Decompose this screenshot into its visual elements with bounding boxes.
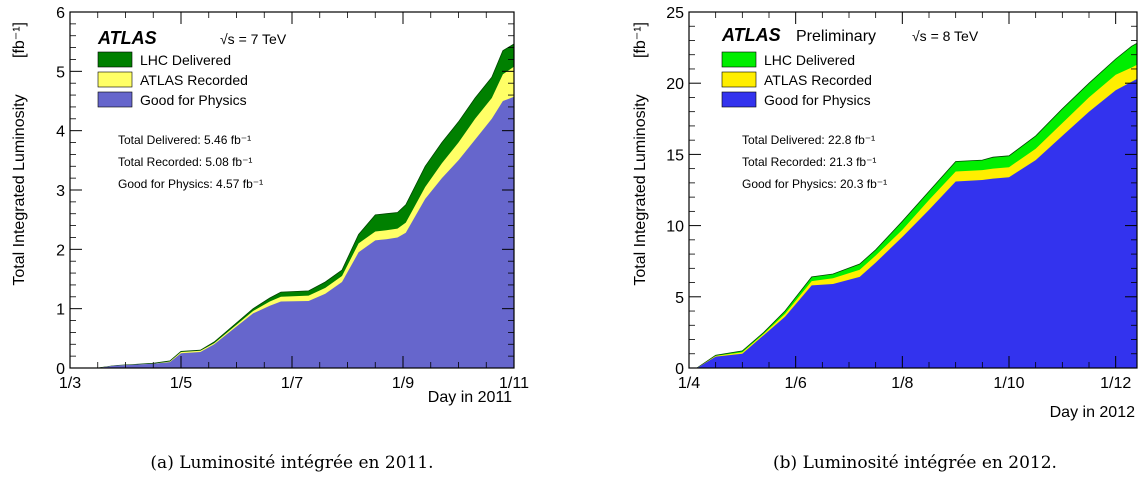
x-tick-label-2011: 1/5 <box>170 375 192 392</box>
y-tick-label-2011: 5 <box>56 64 65 81</box>
x-tick-label-2012: 1/4 <box>678 375 700 392</box>
legend-label-good: Good for Physics <box>764 92 871 108</box>
total-delivered-2011: Total Delivered: 5.46 fb⁻¹ <box>118 133 251 147</box>
y-axis-unit-2012: [fb⁻¹] <box>632 22 649 58</box>
legend-label-recorded: ATLAS Recorded <box>140 72 248 88</box>
legend-swatch-good <box>97 91 133 108</box>
y-tick-label-2011: 1 <box>56 302 65 319</box>
y-tick-label-2012: 15 <box>666 147 684 164</box>
y-tick-label-2012: 5 <box>675 290 684 307</box>
legend-2012: LHC Delivered ATLAS Recorded Good for Ph… <box>721 51 872 108</box>
legend-label-good: Good for Physics <box>140 92 247 108</box>
x-tick-label-2011: 1/7 <box>281 375 303 392</box>
x-tick-label-2012: 1/8 <box>891 375 913 392</box>
y-axis-unit-2011: [fb⁻¹] <box>11 22 28 58</box>
legend-label-recorded: ATLAS Recorded <box>764 72 872 88</box>
y-tick-label-2011: 6 <box>56 5 65 22</box>
y-axis-label-2012: Total Integrated Luminosity <box>632 94 649 285</box>
x-axis-label-2011: Day in 2011 <box>428 389 512 406</box>
legend-swatch-recorded <box>97 71 133 88</box>
y-axis-label-2011: Total Integrated Luminosity <box>11 94 28 285</box>
caption-2011: (a) Luminosité intégrée en 2011. <box>150 453 433 473</box>
preliminary-label-2012: Preliminary <box>796 28 876 45</box>
total-recorded-2012: Total Recorded: 21.3 fb⁻¹ <box>742 155 876 169</box>
y-tick-label-2012: 25 <box>666 5 684 22</box>
x-tick-label-2011: 1/11 <box>499 375 529 392</box>
total-recorded-2011: Total Recorded: 5.08 fb⁻¹ <box>118 155 252 169</box>
totals-2012: Total Delivered: 22.8 fb⁻¹ Total Recorde… <box>742 133 887 191</box>
legend-swatch-delivered <box>721 51 757 68</box>
legend-2011: LHC Delivered ATLAS Recorded Good for Ph… <box>97 51 248 108</box>
y-tick-label-2012: 20 <box>666 76 684 93</box>
x-tick-label-2012: 1/6 <box>785 375 807 392</box>
area-good-2011 <box>97 96 515 369</box>
y-tick-label-2012: 10 <box>666 219 684 236</box>
plot-area-2011 <box>97 43 515 369</box>
plot-frame-2012 <box>688 11 1138 369</box>
legend-label-delivered: LHC Delivered <box>140 52 231 68</box>
x-axis-label-2012: Day in 2012 <box>1050 404 1135 421</box>
legend-swatch-delivered <box>97 51 133 68</box>
x-tick-label-2012: 1/12 <box>1100 375 1131 392</box>
legend-swatch-good <box>721 91 757 108</box>
atlas-label-2012: ATLAS <box>721 25 781 45</box>
x-tick-label-2011: 1/9 <box>392 375 414 392</box>
totals-2011: Total Delivered: 5.46 fb⁻¹ Total Recorde… <box>118 133 263 191</box>
y-tick-label-2011: 4 <box>56 124 65 141</box>
energy-label-2012: √s = 8 TeV <box>912 28 979 44</box>
y-tick-label-2011: 2 <box>56 242 65 259</box>
chart-2012: 0 5 10 15 20 25 1/4 1/6 1/8 1/10 1/12 ATLAS Prelim… <box>632 5 1138 473</box>
legend-label-delivered: LHC Delivered <box>764 52 855 68</box>
y-tick-label-2011: 0 <box>56 361 65 378</box>
axes-2011: 0 1 2 3 4 5 6 1/3 1/5 1/7 1/9 1/11 <box>56 5 529 392</box>
x-tick-label-2012: 1/10 <box>993 375 1024 392</box>
total-good-2011: Good for Physics: 4.57 fb⁻¹ <box>118 177 263 191</box>
legend-swatch-recorded <box>721 71 757 88</box>
energy-label-2011: √s = 7 TeV <box>220 31 287 47</box>
caption-2012: (b) Luminosité intégrée en 2012. <box>773 453 1057 473</box>
axes-2012: 0 5 10 15 20 25 1/4 1/6 1/8 1/10 1/12 <box>666 5 1137 392</box>
y-tick-label-2012: 0 <box>675 361 684 378</box>
area-good-2012 <box>697 78 1137 369</box>
total-delivered-2012: Total Delivered: 22.8 fb⁻¹ <box>742 133 875 147</box>
total-good-2012: Good for Physics: 20.3 fb⁻¹ <box>742 177 887 191</box>
atlas-label-2011: ATLAS <box>97 28 157 48</box>
chart-2011: 0 1 2 3 4 5 6 1/3 1/5 1/7 1/9 1/11 ATLAS √s = 7 TeV… <box>11 5 529 473</box>
y-tick-label-2011: 3 <box>56 183 65 200</box>
plot-area-2012 <box>695 42 1138 369</box>
x-tick-label-2011: 1/3 <box>59 375 81 392</box>
